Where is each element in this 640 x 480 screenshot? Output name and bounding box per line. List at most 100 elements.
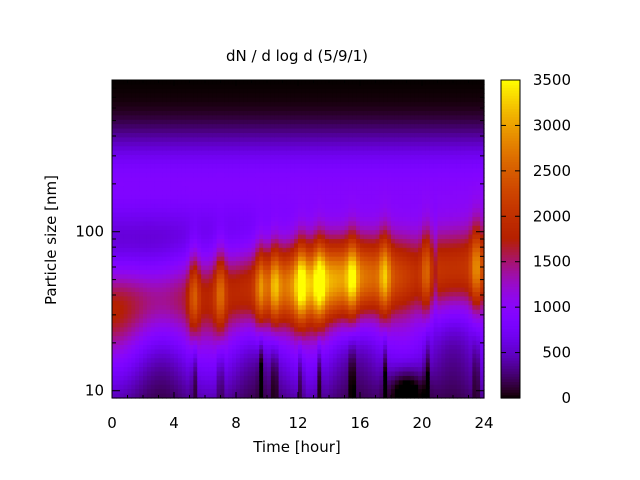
heatmap-cell bbox=[170, 375, 175, 381]
heatmap-cell bbox=[332, 163, 338, 169]
heatmap-cell bbox=[363, 345, 369, 351]
heatmap-cell bbox=[247, 155, 253, 161]
heatmap-cell bbox=[263, 115, 268, 121]
heatmap-cell bbox=[154, 84, 160, 90]
heatmap-cell bbox=[131, 336, 136, 342]
heatmap-cell bbox=[321, 314, 326, 320]
heatmap-cell bbox=[174, 199, 179, 205]
heatmap-cell bbox=[270, 318, 276, 324]
heatmap-cell bbox=[135, 172, 140, 178]
heatmap-cell bbox=[212, 393, 218, 399]
heatmap-cell bbox=[177, 216, 183, 222]
heatmap-cell bbox=[305, 80, 311, 86]
heatmap-cell bbox=[115, 243, 121, 249]
heatmap-cell bbox=[332, 389, 338, 395]
heatmap-cell bbox=[162, 216, 167, 222]
heatmap-cell bbox=[181, 186, 187, 192]
heatmap-cell bbox=[294, 265, 299, 271]
heatmap-cell bbox=[274, 265, 280, 271]
heatmap-cell bbox=[294, 234, 299, 240]
heatmap-cell bbox=[313, 300, 318, 306]
heatmap-cell bbox=[208, 133, 214, 139]
heatmap-cell bbox=[352, 367, 357, 373]
heatmap-cell bbox=[228, 133, 233, 139]
heatmap-cell bbox=[154, 322, 160, 328]
heatmap-cell bbox=[205, 283, 210, 289]
heatmap-cell bbox=[329, 327, 334, 333]
heatmap-cell bbox=[146, 256, 152, 262]
heatmap-cell bbox=[274, 278, 280, 284]
heatmap-cell bbox=[356, 274, 361, 280]
heatmap-cell bbox=[205, 115, 210, 121]
heatmap-cell bbox=[305, 261, 311, 267]
heatmap-cell bbox=[371, 110, 377, 116]
heatmap-cell bbox=[317, 199, 322, 205]
heatmap-cell bbox=[208, 106, 214, 112]
heatmap-cell bbox=[274, 186, 280, 192]
heatmap-cell bbox=[313, 88, 318, 94]
heatmap-cell bbox=[150, 181, 156, 187]
heatmap-cell bbox=[263, 186, 268, 192]
heatmap-cell bbox=[170, 80, 175, 86]
heatmap-cell bbox=[119, 225, 125, 231]
heatmap-cell bbox=[247, 305, 253, 311]
heatmap-cell bbox=[363, 216, 369, 222]
heatmap-cell bbox=[290, 261, 295, 267]
heatmap-cell bbox=[251, 225, 256, 231]
heatmap-cell bbox=[282, 265, 287, 271]
heatmap-cell bbox=[127, 203, 132, 209]
heatmap-cell bbox=[177, 155, 183, 161]
heatmap-cell bbox=[220, 345, 225, 351]
heatmap-cell bbox=[325, 375, 330, 381]
heatmap-cell bbox=[267, 208, 272, 214]
heatmap-cell bbox=[348, 212, 353, 218]
heatmap-cell bbox=[286, 199, 291, 205]
heatmap-cell bbox=[278, 115, 284, 121]
heatmap-cell bbox=[371, 300, 377, 306]
heatmap-cell bbox=[197, 367, 202, 373]
heatmap-cell bbox=[278, 269, 284, 275]
heatmap-cell bbox=[290, 252, 295, 258]
heatmap-cell bbox=[274, 84, 280, 90]
heatmap-cell bbox=[305, 150, 311, 156]
heatmap-cell bbox=[375, 384, 380, 390]
heatmap-cell bbox=[150, 261, 156, 267]
heatmap-cell bbox=[112, 137, 117, 143]
heatmap-cell bbox=[139, 322, 144, 328]
heatmap-cell bbox=[329, 110, 334, 116]
heatmap-cell bbox=[360, 102, 365, 108]
heatmap-cell bbox=[216, 230, 222, 236]
heatmap-cell bbox=[212, 234, 218, 240]
heatmap-cell bbox=[267, 243, 272, 249]
heatmap-cell bbox=[135, 234, 140, 240]
heatmap-cell bbox=[146, 322, 152, 328]
heatmap-cell bbox=[243, 375, 249, 381]
heatmap-cell bbox=[185, 163, 191, 169]
heatmap-cell bbox=[282, 274, 287, 280]
heatmap-cell bbox=[371, 155, 377, 161]
heatmap-cell bbox=[348, 261, 353, 267]
heatmap-cell bbox=[301, 384, 307, 390]
heatmap-cell bbox=[313, 115, 318, 121]
heatmap-cell bbox=[336, 269, 342, 275]
heatmap-cell bbox=[239, 375, 245, 381]
heatmap-cell bbox=[201, 234, 206, 240]
heatmap-cell bbox=[177, 168, 183, 174]
heatmap-cell bbox=[224, 345, 229, 351]
heatmap-cell bbox=[340, 340, 346, 346]
heatmap-cell bbox=[290, 367, 295, 373]
heatmap-cell bbox=[232, 287, 237, 293]
heatmap-cell bbox=[174, 362, 179, 368]
heatmap-cell bbox=[329, 88, 334, 94]
heatmap-cell bbox=[352, 133, 357, 139]
heatmap-cell bbox=[263, 243, 268, 249]
heatmap-cell bbox=[212, 190, 218, 196]
heatmap-cell bbox=[166, 128, 171, 134]
heatmap-cell bbox=[329, 234, 334, 240]
heatmap-cell bbox=[143, 309, 148, 315]
heatmap-cell bbox=[263, 274, 268, 280]
heatmap-cell bbox=[228, 212, 233, 218]
heatmap-cell bbox=[263, 256, 268, 262]
heatmap-cell bbox=[294, 168, 299, 174]
heatmap-cell bbox=[278, 110, 284, 116]
